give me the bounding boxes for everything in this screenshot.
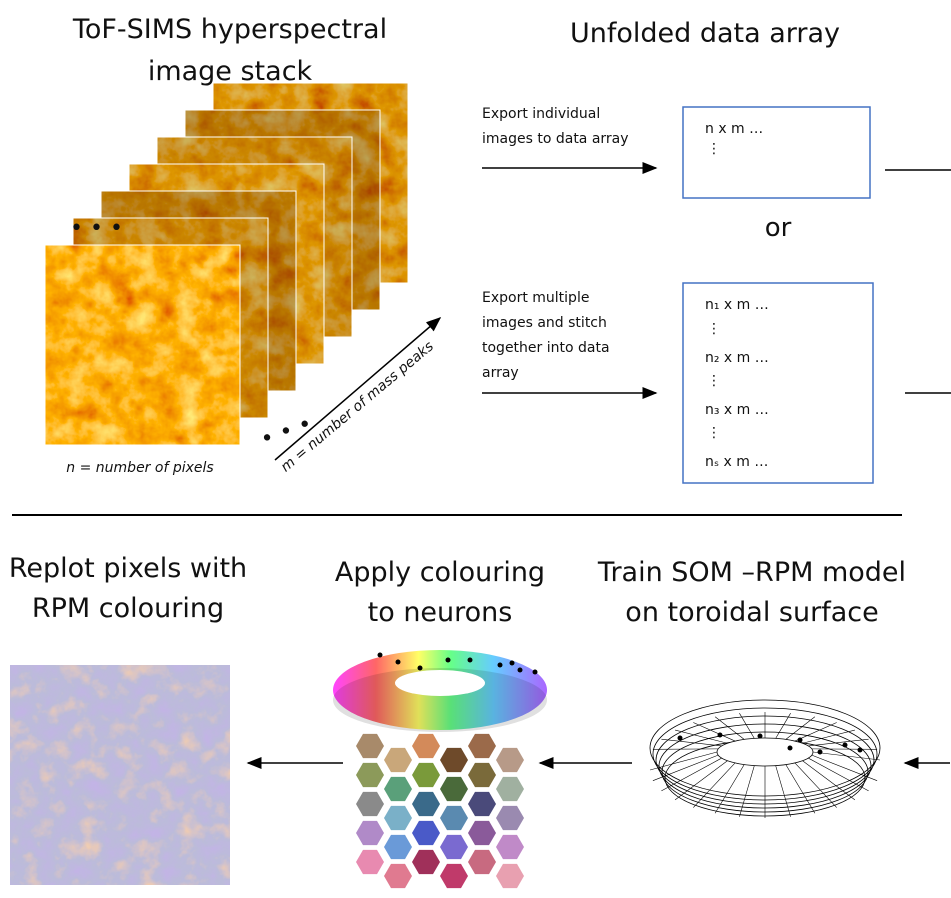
export-text: array <box>482 365 519 381</box>
step-title: RPM colouring <box>32 593 224 624</box>
wire-torus <box>650 700 880 818</box>
neuron-dot <box>533 670 538 675</box>
neuron-dot <box>718 733 723 738</box>
neuron <box>496 806 524 830</box>
neuron <box>412 821 440 845</box>
stack-title: ToF-SIMS hyperspectral <box>72 14 387 45</box>
or-text: or <box>765 213 792 243</box>
neuron <box>356 821 384 845</box>
export-text: images and stitch <box>482 315 607 331</box>
step-title: to neurons <box>368 597 513 628</box>
neuron-dot <box>378 653 383 658</box>
neuron <box>440 748 468 772</box>
step-title: Replot pixels with <box>9 553 247 584</box>
neuron <box>384 748 412 772</box>
neuron <box>440 806 468 830</box>
neuron-dot <box>858 748 863 753</box>
array-row: n₃ x m … <box>705 402 769 418</box>
step-title: Apply colouring <box>335 557 545 588</box>
neuron <box>412 734 440 758</box>
neuron-dot <box>510 661 515 666</box>
array-row: n₁ x m … <box>705 297 769 313</box>
neuron <box>468 792 496 816</box>
neuron <box>496 864 524 888</box>
neuron <box>384 777 412 801</box>
diagram: ToF-SIMS hyperspectral image stack Unfol… <box>0 0 951 898</box>
neuron <box>356 792 384 816</box>
step-title: on toroidal surface <box>625 597 878 628</box>
ellipsis: • • • <box>70 216 123 241</box>
neuron-dot <box>418 666 423 671</box>
export-text: Export multiple <box>482 290 589 306</box>
neuron-dot <box>798 738 803 743</box>
neuron-dot <box>843 743 848 748</box>
neuron-dot <box>678 736 683 741</box>
neuron <box>384 835 412 859</box>
neuron-dot <box>396 660 401 665</box>
wire-hole <box>717 738 813 766</box>
neuron <box>440 835 468 859</box>
neuron-dot <box>788 746 793 751</box>
stack-layer <box>45 245 240 445</box>
neuron <box>496 777 524 801</box>
step-title: Train SOM –RPM model <box>597 557 906 588</box>
rpm-image <box>10 665 230 885</box>
neuron <box>440 864 468 888</box>
array-row: nₛ x m … <box>705 454 768 470</box>
array-row: ⋮ <box>707 373 721 389</box>
n-label: n = number of pixels <box>66 460 213 476</box>
neuron-dot <box>498 663 503 668</box>
neuron <box>440 777 468 801</box>
export-text: together into data <box>482 340 610 356</box>
neuron-grid <box>356 734 524 888</box>
colour-torus <box>333 650 547 732</box>
array-row: ⋮ <box>707 425 721 441</box>
array-row: ⋮ <box>707 321 721 337</box>
neuron <box>356 850 384 874</box>
export-text: images to data array <box>482 131 629 147</box>
neuron-dot <box>758 734 763 739</box>
neuron <box>412 763 440 787</box>
neuron <box>468 850 496 874</box>
neuron <box>468 734 496 758</box>
image-stack <box>45 83 408 445</box>
stack-title: image stack <box>148 56 313 87</box>
neuron <box>412 850 440 874</box>
neuron-dot <box>446 658 451 663</box>
neuron-dot <box>818 750 823 755</box>
neuron <box>384 864 412 888</box>
array-row: n₂ x m … <box>705 350 769 366</box>
neuron <box>356 763 384 787</box>
neuron-dot <box>468 658 473 663</box>
neuron <box>468 821 496 845</box>
neuron <box>356 734 384 758</box>
neuron-dot <box>518 668 523 673</box>
array-title: Unfolded data array <box>570 18 840 49</box>
array-row: ⋮ <box>707 141 721 157</box>
array-row: n x m … <box>705 121 763 137</box>
export-text: Export individual <box>482 106 600 122</box>
neuron <box>496 835 524 859</box>
neuron <box>384 806 412 830</box>
neuron <box>468 763 496 787</box>
neuron <box>412 792 440 816</box>
neuron <box>496 748 524 772</box>
